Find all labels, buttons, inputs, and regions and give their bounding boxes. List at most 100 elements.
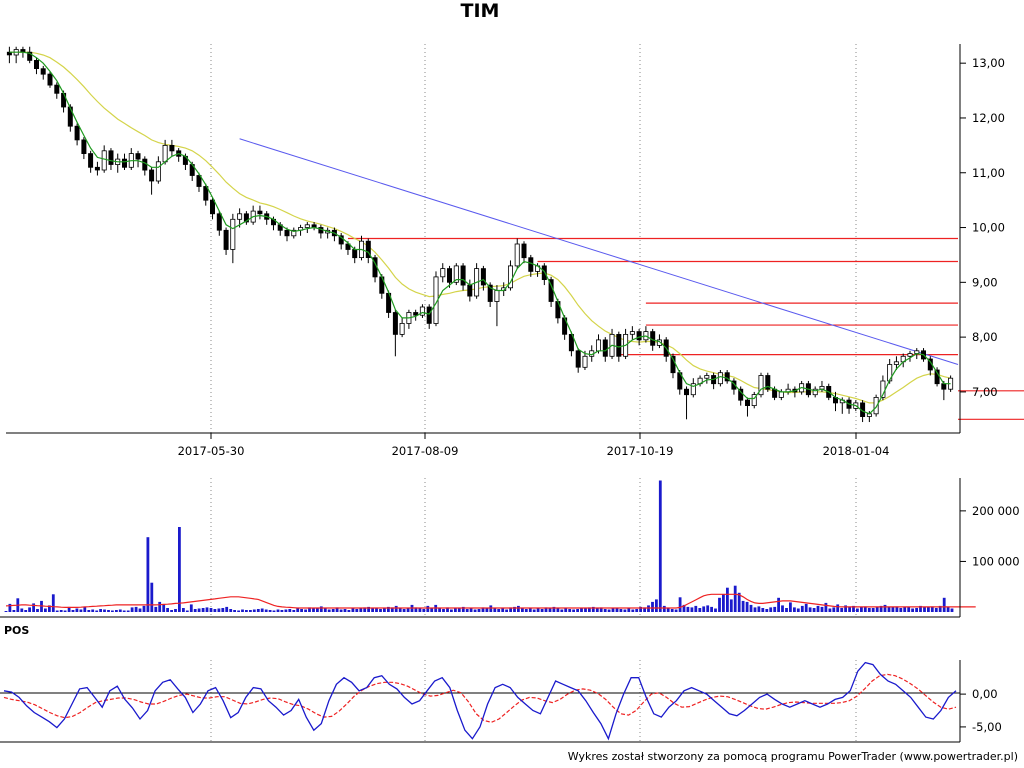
volume-bar — [639, 606, 642, 612]
volume-bar — [316, 608, 319, 612]
volume-bar — [319, 606, 323, 612]
candle — [690, 378, 696, 398]
volume-bar — [852, 605, 855, 612]
price-y-tick-label: 9,00 — [972, 275, 998, 289]
volume-bar — [698, 608, 702, 612]
candle — [711, 372, 717, 390]
volume-bar — [867, 608, 871, 612]
volume-bar — [241, 609, 244, 612]
volume-bar — [871, 608, 875, 612]
volume-bar — [686, 606, 690, 612]
price-y-tick-label: 10,00 — [972, 221, 1005, 235]
volume-bar — [907, 607, 911, 612]
volume-bar — [544, 607, 548, 612]
candle-body — [122, 158, 128, 168]
volume-bar — [812, 608, 816, 612]
volume-bar — [296, 608, 300, 612]
candle-body — [616, 333, 622, 357]
volume-bar — [174, 609, 177, 612]
volume-bar — [647, 605, 650, 612]
volume-bar — [753, 607, 757, 612]
volume-bar — [205, 607, 209, 612]
candle — [745, 397, 751, 417]
candle-body — [196, 175, 202, 187]
candle — [474, 263, 480, 299]
volume-bar — [264, 609, 268, 612]
candle — [196, 172, 202, 192]
candle — [203, 183, 209, 206]
volume-bar — [107, 610, 110, 612]
volume-bar — [276, 609, 280, 612]
candle-body — [338, 235, 344, 245]
volume-bar — [915, 608, 918, 612]
volume-bar — [355, 609, 359, 612]
candle — [480, 265, 486, 291]
candle-body — [108, 150, 114, 165]
volume-bar — [142, 605, 146, 612]
candle-body — [528, 257, 534, 272]
candle — [135, 150, 141, 168]
volume-bar — [418, 608, 422, 612]
volume-bar — [55, 610, 59, 612]
candle — [223, 227, 229, 255]
volume-bar — [765, 609, 769, 612]
volume-bar — [288, 609, 292, 612]
volume-bar — [8, 603, 12, 612]
volume-bar — [777, 597, 780, 612]
volume-bar — [891, 607, 895, 612]
trendline — [239, 138, 959, 365]
candle-body — [345, 243, 351, 250]
candle — [169, 139, 175, 157]
volume-bar — [67, 606, 71, 612]
volume-bar — [737, 592, 741, 612]
volume-bar — [398, 608, 402, 612]
candle-body — [440, 268, 446, 278]
candle-body — [74, 125, 80, 141]
volume-bar — [442, 609, 445, 612]
volume-bar — [308, 607, 311, 612]
candle — [406, 309, 412, 329]
volume-bar — [828, 608, 832, 612]
volume-bar — [694, 605, 698, 612]
candle — [684, 386, 690, 420]
candle-body — [460, 265, 466, 286]
volume-bar — [450, 609, 453, 612]
volume-bar — [521, 608, 524, 612]
candle — [541, 263, 547, 286]
volume-bar — [379, 609, 382, 612]
volume-bar — [930, 606, 934, 612]
candle — [724, 369, 730, 384]
volume-bar — [465, 609, 469, 612]
price-y-tick-label: 13,00 — [972, 56, 1005, 70]
candle-body — [94, 166, 100, 171]
volume-bar — [714, 608, 717, 612]
candle — [846, 397, 852, 414]
volume-bar — [446, 607, 449, 612]
volume-bar — [923, 606, 926, 612]
candle-body — [521, 243, 527, 259]
volume-bar — [690, 607, 694, 612]
volume-bar — [422, 609, 426, 612]
volume-bar — [28, 607, 31, 612]
volume-bar — [4, 611, 8, 612]
volume-bar — [524, 609, 528, 612]
volume-bar — [729, 599, 733, 612]
candle-body — [392, 312, 398, 335]
volume-bar — [363, 607, 367, 612]
candle-body — [155, 161, 161, 182]
volume-bar — [946, 607, 950, 612]
candle — [833, 391, 839, 412]
volume-bar — [599, 607, 603, 612]
volume-bar — [225, 606, 229, 612]
volume-bar — [233, 610, 236, 612]
candle-body — [419, 306, 425, 316]
candle — [419, 304, 425, 318]
short-moving-average-line — [9, 51, 951, 415]
volume-bar — [51, 594, 55, 612]
candle — [318, 224, 324, 239]
volume-bar — [477, 609, 481, 612]
volume-average-line — [5, 593, 976, 609]
oscillator-label: POS — [4, 624, 30, 637]
candle — [704, 372, 710, 384]
candle — [54, 82, 60, 99]
